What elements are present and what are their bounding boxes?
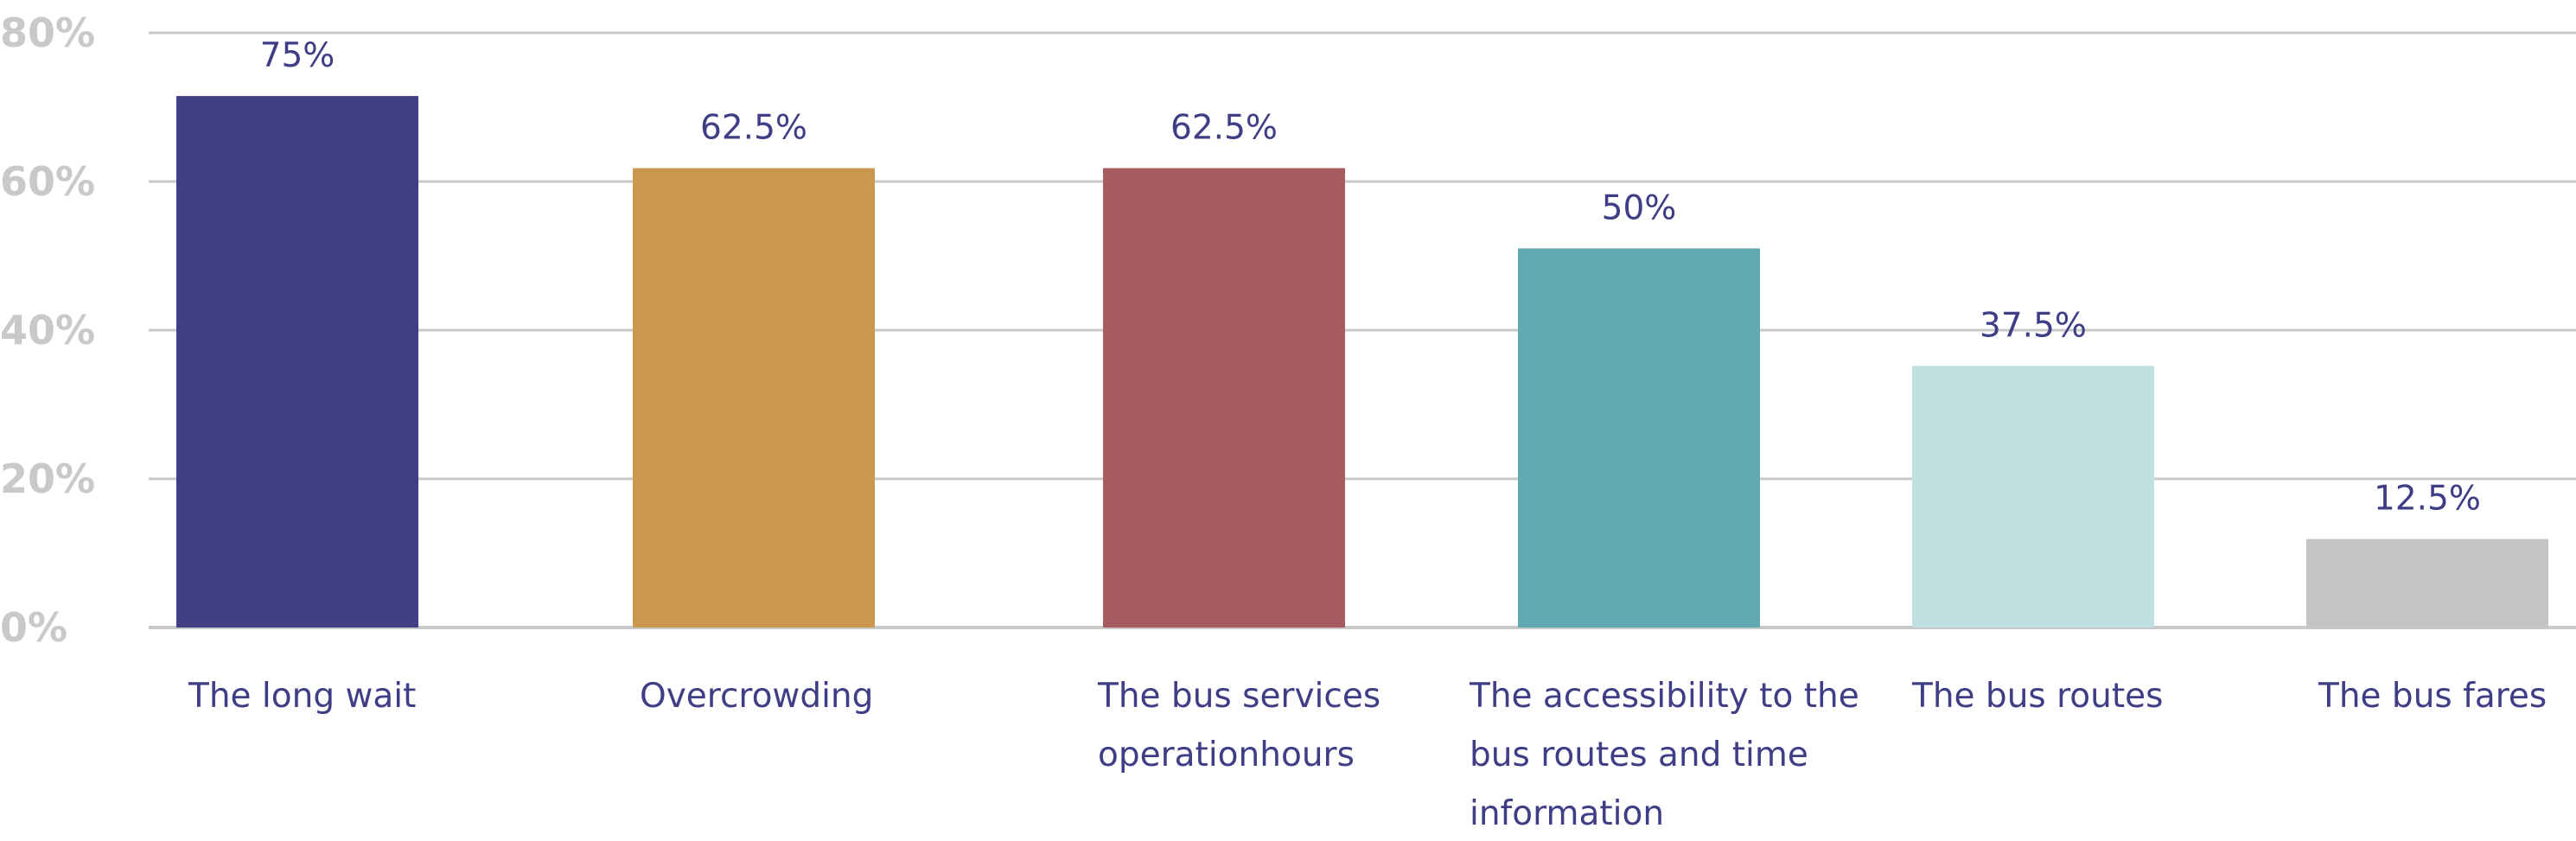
- category-label: The bus routes: [1911, 677, 2163, 716]
- gridlines: [149, 31, 2576, 629]
- category-label-line: information: [1470, 794, 1664, 833]
- y-tick-label: 40%: [0, 307, 95, 354]
- y-tick-label: 80%: [0, 10, 95, 56]
- data-label: 37.5%: [1980, 306, 2087, 345]
- category-label: The bus services operationhours: [1097, 677, 1380, 774]
- bar: [633, 168, 875, 628]
- data-label: 50%: [1602, 188, 1677, 227]
- bar: [1103, 168, 1345, 628]
- category-label: Overcrowding: [640, 677, 873, 716]
- category-label-line: The bus routes: [1911, 677, 2163, 716]
- y-tick-label: 0%: [0, 604, 67, 651]
- category-label-line: The bus services: [1097, 677, 1380, 716]
- category-label: The bus fares: [2318, 677, 2547, 716]
- bar: [176, 96, 418, 628]
- y-tick-label: 20%: [0, 456, 95, 502]
- x-axis-category-labels: The long wait Overcrowding The bus service…: [188, 677, 2547, 833]
- y-axis-tick-labels: 0% 20% 40% 60% 80%: [0, 10, 95, 651]
- category-label: The accessibility to the bus routes and t…: [1469, 677, 1859, 833]
- category-label-line: The long wait: [188, 677, 416, 716]
- data-label: 75%: [260, 36, 335, 75]
- data-label: 62.5%: [700, 109, 807, 148]
- y-tick-label: 60%: [0, 158, 95, 205]
- category-label-line: The bus fares: [2318, 677, 2547, 716]
- data-labels: 75% 62.5% 62.5% 50% 37.5% 12.5%: [260, 36, 2481, 519]
- bar: [1518, 248, 1760, 628]
- category-label: The long wait: [188, 677, 416, 716]
- data-label: 62.5%: [1170, 109, 1278, 148]
- category-label-line: Overcrowding: [640, 677, 873, 716]
- category-label-line: bus routes and time: [1470, 736, 1808, 774]
- bars: [176, 96, 2548, 628]
- data-label: 12.5%: [2374, 480, 2481, 519]
- bar: [2306, 538, 2548, 628]
- category-label-line: operationhours: [1098, 736, 1355, 774]
- category-label-line: The accessibility to the: [1469, 677, 1859, 716]
- bar: [1912, 366, 2154, 628]
